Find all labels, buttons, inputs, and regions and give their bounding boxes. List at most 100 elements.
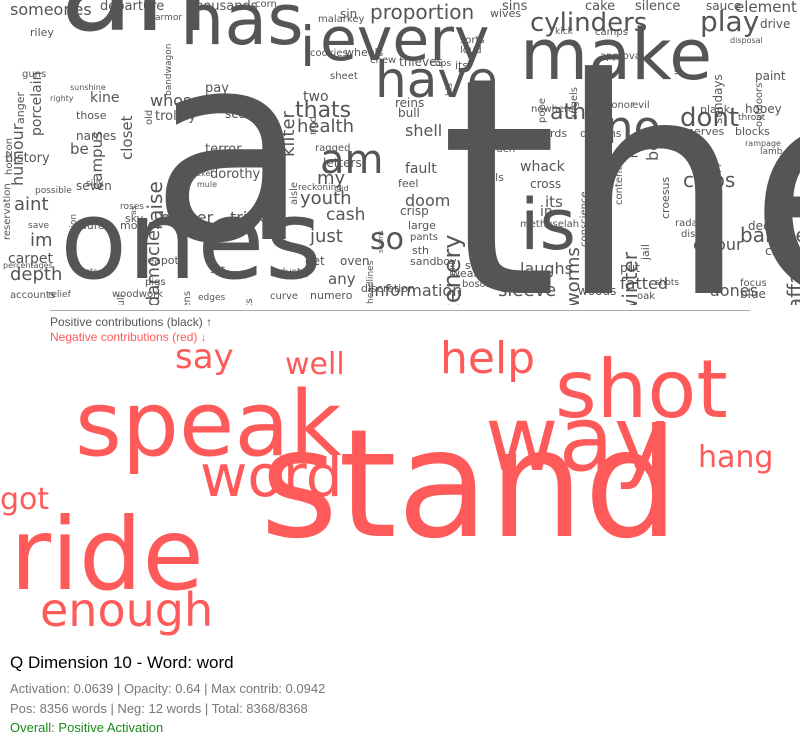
positive-word: wax [672, 54, 683, 75]
positive-word: woods [578, 284, 617, 298]
stats-activation: Activation: 0.0639 | Opacity: 0.64 | Max… [10, 681, 326, 696]
positive-word: crisp [400, 204, 429, 218]
positive-word: bosom [462, 279, 496, 290]
positive-word: armor [155, 13, 183, 23]
positive-word: ragged [315, 143, 351, 154]
positive-word: tricks [230, 208, 274, 227]
positive-word: discretion [361, 282, 415, 295]
positive-word: pope [537, 98, 548, 123]
positive-word: pants [410, 232, 438, 243]
positive-word: element [735, 0, 797, 16]
positive-word: cups [430, 59, 452, 69]
positive-word: cylinders [530, 8, 648, 38]
positive-word: athe [550, 100, 600, 125]
positive-word: thousands [190, 0, 258, 14]
positive-word: drive [760, 17, 791, 31]
positive-word: ones [60, 176, 323, 304]
positive-word: horizon [4, 137, 15, 175]
positive-word: sins [502, 0, 528, 14]
positive-word: porcelain [29, 71, 45, 136]
positive-word: curve [270, 291, 299, 302]
positive-word: disposal [730, 36, 763, 45]
positive-word: righty [50, 94, 74, 103]
negative-word: say [175, 337, 234, 377]
negative-word: help [440, 335, 536, 384]
positive-word: possible [35, 186, 72, 196]
positive-word: i [300, 15, 316, 79]
positive-word: every [320, 5, 490, 75]
positive-word: silence [635, 0, 681, 14]
positive-word: shell [405, 121, 443, 140]
positive-word: its [455, 59, 469, 72]
positive-word: someones [10, 0, 92, 19]
positive-word: wicket [188, 169, 214, 178]
stats-counts: Pos: 8356 words | Neg: 12 words | Total:… [10, 701, 308, 716]
positive-word: sauce [706, 0, 742, 13]
positive-word: both [643, 124, 662, 161]
positive-word: approval [600, 51, 644, 62]
positive-word: angels [569, 87, 580, 120]
positive-word: oak [637, 291, 656, 302]
positive-word: make [520, 14, 713, 96]
positive-word: corn [255, 0, 277, 10]
positive-word: hens [182, 290, 193, 305]
positive-word: gills [482, 171, 504, 184]
positive-word: those [76, 109, 107, 122]
positive-word: joint [695, 161, 722, 175]
positive-word: riley [30, 26, 54, 39]
positive-word: blue [740, 287, 766, 301]
positive-word: history [5, 151, 50, 166]
negative-word: word [200, 442, 343, 510]
positive-word: lamb [760, 147, 783, 157]
positive-word: aint [14, 194, 49, 215]
positive-word: croesus [659, 176, 672, 219]
positive-word: deck [748, 219, 777, 233]
positive-word: cash [326, 205, 366, 225]
positive-word: events [244, 298, 255, 305]
positive-word: am [320, 137, 384, 183]
positive-word: whack [520, 159, 565, 175]
positive-word: outdoors [754, 82, 765, 127]
positive-word: focus [740, 278, 767, 289]
positive-word: pigs [145, 277, 166, 288]
positive-word: chew [370, 55, 397, 66]
positive-word: chips [683, 168, 736, 192]
positive-word: sunshine [70, 83, 106, 92]
status-label: Overall: Positive Activation [10, 720, 164, 735]
positive-word: thats [295, 98, 352, 123]
positive-word: cake [585, 0, 616, 14]
positive-word: pay [205, 81, 229, 96]
negative-word: shot [555, 343, 728, 436]
positive-word: emotion [69, 213, 79, 251]
positive-word: numero [310, 289, 353, 302]
positive-word: riz [620, 143, 639, 161]
positive-word: dickens [580, 127, 622, 140]
positive-word: set [210, 265, 226, 276]
positive-word: sky [125, 212, 144, 225]
positive-word: roses [120, 202, 144, 212]
positive-word: depth [10, 264, 63, 285]
positive-word: any [328, 270, 356, 288]
positive-word: wheels [345, 46, 384, 59]
positive-word: proportion [370, 0, 475, 24]
positive-word: im [30, 230, 53, 251]
positive-word: fatted [620, 274, 668, 293]
positive-word: its [545, 193, 563, 211]
positive-word: industry [270, 267, 311, 278]
positive-word: honor [605, 100, 635, 111]
positive-word: seams [377, 230, 385, 253]
positive-word: cross [530, 177, 562, 191]
positive-word: steel [465, 259, 492, 272]
positive-word: play [700, 5, 760, 38]
positive-word: shots [655, 278, 680, 288]
positive-word: relief [48, 290, 71, 300]
positive-word: closet [118, 115, 136, 160]
positive-word: teapot [143, 254, 179, 267]
positive-word: health [297, 116, 354, 137]
positive-word: information [370, 281, 463, 300]
positive-word: whos [150, 91, 192, 110]
positive-word: garden [480, 144, 516, 155]
positive-word: wear [451, 267, 479, 280]
positive-word: laurels [77, 219, 114, 232]
positive-word: blocks [735, 125, 770, 138]
